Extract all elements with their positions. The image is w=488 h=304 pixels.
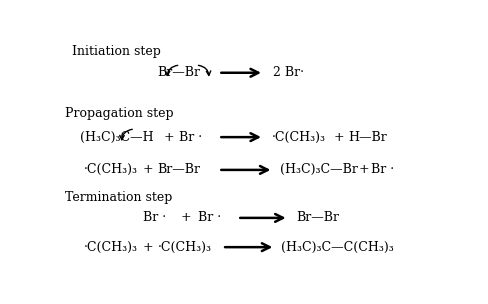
Text: (H₃C)₃C—C(CH₃)₃: (H₃C)₃C—C(CH₃)₃ — [280, 241, 393, 254]
Text: +: + — [358, 164, 368, 176]
Text: Br ·: Br · — [178, 131, 202, 143]
Text: 2 Br·: 2 Br· — [273, 66, 304, 79]
Text: (H₃C)₃C—Br: (H₃C)₃C—Br — [280, 164, 357, 176]
Text: +: + — [180, 211, 191, 224]
Text: ·C(CH₃)₃: ·C(CH₃)₃ — [84, 241, 138, 254]
Text: Br ·: Br · — [197, 211, 220, 224]
Text: Propagation step: Propagation step — [65, 107, 173, 120]
Text: ·C(CH₃)₃: ·C(CH₃)₃ — [158, 241, 211, 254]
Text: Br—Br: Br—Br — [296, 211, 338, 224]
Text: +: + — [142, 241, 153, 254]
Text: Initiation step: Initiation step — [72, 45, 161, 58]
Text: ·C(CH₃)₃: ·C(CH₃)₃ — [84, 164, 138, 176]
Text: Termination step: Termination step — [65, 192, 172, 205]
Text: +: + — [333, 131, 344, 143]
Text: (H₃C)₃C—H: (H₃C)₃C—H — [80, 131, 153, 143]
Text: ·C(CH₃)₃: ·C(CH₃)₃ — [271, 131, 325, 143]
Text: Br ·: Br · — [142, 211, 165, 224]
Text: +: + — [142, 164, 153, 176]
Text: Br—Br: Br—Br — [158, 164, 201, 176]
Text: Br—Br: Br—Br — [158, 66, 201, 79]
Text: H—Br: H—Br — [347, 131, 386, 143]
Text: +: + — [163, 131, 174, 143]
Text: Br ·: Br · — [370, 164, 393, 176]
